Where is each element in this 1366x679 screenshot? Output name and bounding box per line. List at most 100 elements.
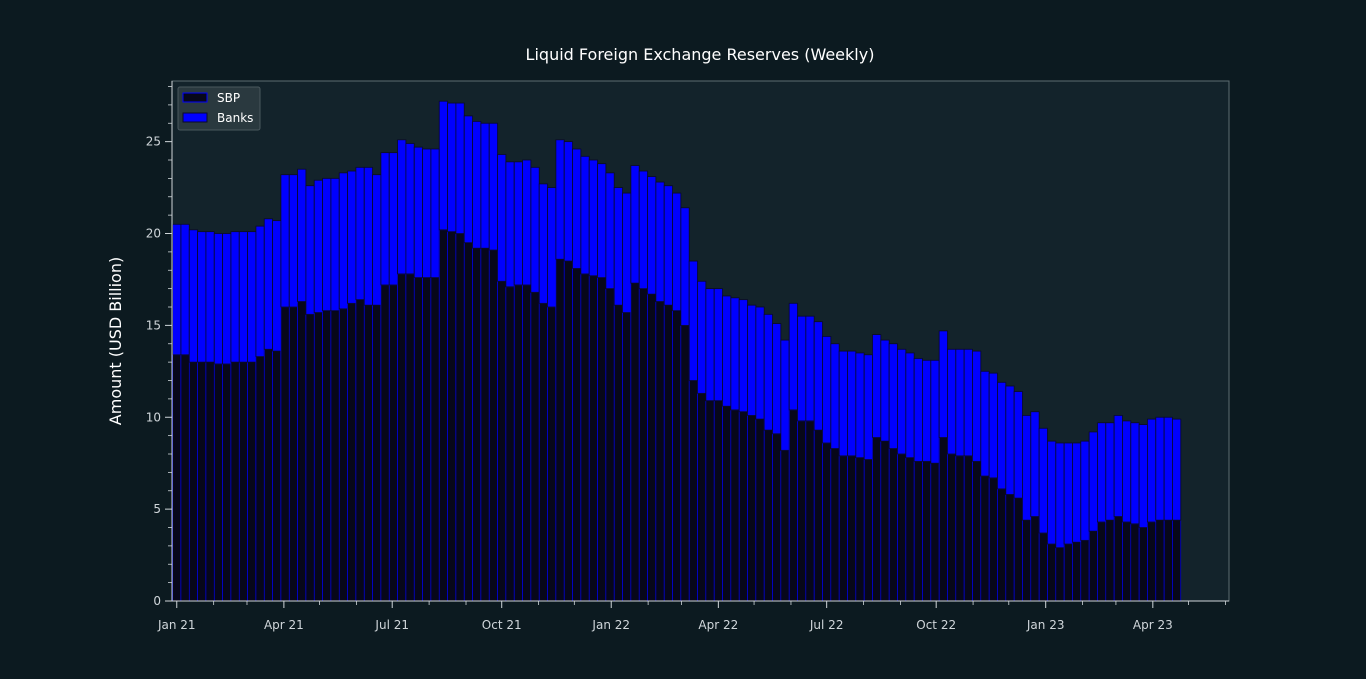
bar-banks [1163,416,1173,521]
bar-sbp [330,310,340,602]
bar-banks [738,299,748,413]
bar-banks [180,223,190,356]
bar-sbp [1138,527,1148,602]
bar-sbp [672,310,682,602]
bar-sbp [1163,519,1173,602]
bar-banks [1080,440,1090,541]
bar-sbp [380,284,390,602]
bar-banks [613,187,623,306]
y-ticks: 0 5 10 15 20 25 [146,86,172,608]
bar-sbp [838,455,848,602]
bar-banks [472,121,482,249]
bar-banks [730,297,740,411]
bar-banks [930,359,940,464]
bar-banks [638,170,648,290]
bar-sbp [205,361,215,602]
bar-banks [1055,442,1065,549]
bar-banks [455,102,465,234]
bar-sbp [947,453,957,602]
bar-banks [622,192,632,313]
bar-banks [388,152,398,286]
bar-sbp [680,325,690,602]
bar-banks [572,148,582,269]
bar-sbp [1055,547,1065,602]
bar-banks [447,102,457,233]
bar-sbp [263,348,273,602]
bar-banks [1072,442,1082,543]
bar-banks [1130,422,1140,525]
bar-sbp [830,448,840,602]
bar-banks [280,174,290,308]
bar-sbp [880,440,890,602]
bar-banks [438,100,448,231]
bar-banks [955,348,965,457]
bar-sbp [847,455,857,602]
bar-sbp [588,275,598,602]
bar-banks [522,159,532,286]
bar-banks [372,174,382,306]
bar-sbp [563,260,573,602]
bar-sbp [180,354,190,602]
bar-sbp [922,461,932,602]
y-tick-label: 0 [153,594,161,608]
bar-banks [405,143,415,275]
bar-sbp [372,304,382,602]
bar-sbp [930,462,940,602]
bar-sbp [730,409,740,602]
bar-banks [205,231,215,363]
legend-label-banks: Banks [217,111,253,125]
legend: SBP Banks [177,86,261,131]
bar-sbp [913,461,923,602]
bar-banks [463,115,473,244]
y-axis-label: Amount (USD Billion) [106,257,125,425]
bar-banks [630,165,640,284]
bar-banks [1113,415,1123,517]
bar-banks [397,139,407,275]
bar-sbp [397,273,407,602]
bar-sbp [172,354,182,602]
bar-banks [872,334,882,438]
bar-sbp [347,303,357,602]
bar-sbp [1088,530,1098,602]
bar-sbp [1047,543,1057,602]
bar-banks [422,148,432,279]
bar-sbp [630,282,640,602]
bar-banks [772,323,782,435]
bar-banks [480,122,490,249]
bar-banks [172,223,182,356]
bar-banks [1030,411,1040,517]
bar-sbp [455,233,465,602]
bar-banks [1155,416,1165,521]
bar-banks [538,183,548,304]
bar-sbp [280,306,290,602]
bar-banks [813,321,823,431]
bar-sbp [530,292,540,602]
bar-sbp [972,461,982,602]
bar-banks [413,146,423,279]
bar-sbp [1122,521,1132,602]
bar-banks [713,288,723,402]
bar-sbp [222,363,232,602]
bar-sbp [647,293,657,602]
bar-banks [1063,442,1073,545]
bar-sbp [480,247,490,602]
chart-title: Liquid Foreign Exchange Reserves (Weekly… [526,45,875,64]
bar-banks [263,218,273,350]
bar-sbp [863,459,873,602]
bar-sbp [255,356,265,602]
x-tick-label: Apr 21 [264,618,304,632]
y-tick-label: 20 [146,227,161,241]
y-tick-label: 25 [146,135,161,149]
bar-sbp [1097,521,1107,602]
bar-sbp [597,277,607,602]
bar-banks [855,352,865,459]
bar-banks [888,343,898,449]
bar-banks [755,306,765,420]
bar-banks [1005,385,1015,495]
bar-banks [255,225,265,358]
bar-sbp [822,442,832,602]
bar-sbp [463,242,473,602]
legend-label-sbp: SBP [217,91,240,105]
bar-sbp [888,448,898,602]
bar-sbp [1105,519,1115,602]
